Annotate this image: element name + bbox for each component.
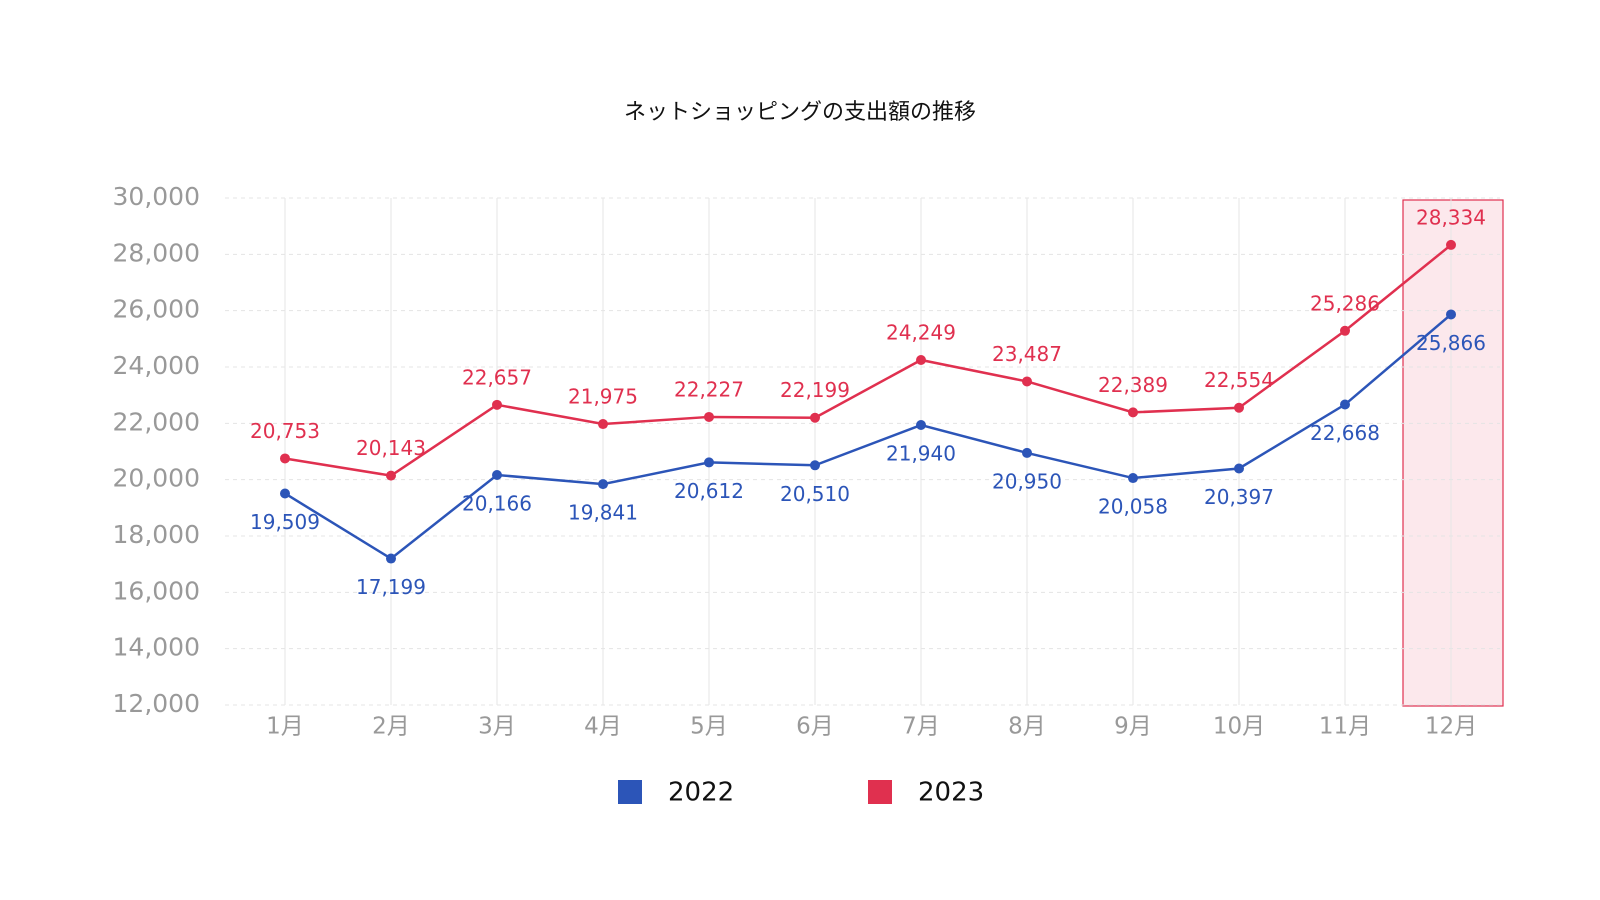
data-label: 23,487 <box>992 342 1062 366</box>
data-point <box>1128 407 1138 418</box>
y-tick-label: 22,000 <box>113 407 200 436</box>
data-point <box>916 420 926 431</box>
data-label: 25,286 <box>1310 291 1380 315</box>
x-tick-label: 6月 <box>796 714 834 740</box>
data-label: 19,841 <box>568 501 638 525</box>
data-label: 24,249 <box>886 320 956 344</box>
data-label: 20,166 <box>462 491 532 515</box>
x-tick-label: 7月 <box>902 714 940 740</box>
data-label: 22,668 <box>1310 421 1380 445</box>
legend-swatch <box>618 780 642 804</box>
x-tick-label: 9月 <box>1114 714 1152 740</box>
x-tick-label: 4月 <box>584 714 622 740</box>
data-point <box>598 479 608 490</box>
x-tick-label: 10月 <box>1213 714 1265 740</box>
data-point <box>1022 376 1032 387</box>
y-tick-label: 20,000 <box>113 464 200 493</box>
data-point <box>704 457 714 468</box>
highlight-box <box>1402 199 1504 707</box>
data-label: 20,753 <box>250 419 320 443</box>
data-label: 17,199 <box>356 575 426 599</box>
y-tick-label: 18,000 <box>113 520 200 549</box>
data-label: 21,975 <box>568 385 638 409</box>
x-tick-label: 12月 <box>1425 714 1477 740</box>
x-tick-label: 1月 <box>266 714 304 740</box>
data-label: 20,950 <box>992 469 1062 493</box>
data-point <box>810 412 820 423</box>
y-tick-label: 28,000 <box>113 238 200 267</box>
data-label: 22,199 <box>780 378 850 402</box>
legend-label: 2023 <box>918 778 984 808</box>
data-point <box>280 488 290 499</box>
x-tick-label: 11月 <box>1319 714 1371 740</box>
data-label: 22,389 <box>1098 373 1168 397</box>
data-point <box>386 470 396 481</box>
data-point <box>280 453 290 464</box>
data-label: 20,612 <box>674 479 744 503</box>
series-line <box>284 243 1452 477</box>
data-label: 25,866 <box>1416 331 1486 355</box>
data-point <box>492 399 502 410</box>
y-tick-label: 30,000 <box>113 182 200 211</box>
series-line <box>284 313 1452 561</box>
x-tick-label: 2月 <box>372 714 410 740</box>
y-tick-label: 26,000 <box>113 295 200 324</box>
data-point <box>916 354 926 365</box>
y-tick-label: 24,000 <box>113 351 200 380</box>
data-point <box>1446 309 1456 320</box>
y-tick-label: 14,000 <box>113 633 200 662</box>
data-point <box>704 411 714 422</box>
data-point <box>1234 402 1244 413</box>
data-point <box>1022 447 1032 458</box>
x-tick-label: 3月 <box>478 714 516 740</box>
y-tick-label: 12,000 <box>113 689 200 718</box>
data-label: 22,227 <box>674 377 744 401</box>
data-point <box>492 469 502 480</box>
data-label: 22,554 <box>1204 368 1274 392</box>
data-point <box>386 553 396 564</box>
data-point <box>1128 473 1138 484</box>
data-point <box>1446 239 1456 250</box>
x-tick-label: 5月 <box>690 714 728 740</box>
chart-title: ネットショッピングの支出額の推移 <box>624 100 976 125</box>
data-point <box>810 460 820 471</box>
legend-label: 2022 <box>668 778 734 808</box>
data-point <box>1234 463 1244 474</box>
data-label: 19,509 <box>250 510 320 534</box>
data-point <box>1340 325 1350 336</box>
data-label: 20,510 <box>780 482 850 506</box>
data-label: 22,657 <box>462 365 532 389</box>
y-tick-label: 16,000 <box>113 576 200 605</box>
data-label: 20,058 <box>1098 495 1168 519</box>
data-label: 21,940 <box>886 442 956 466</box>
legend-swatch <box>868 780 892 804</box>
x-tick-label: 8月 <box>1008 714 1046 740</box>
data-label: 20,143 <box>356 436 426 460</box>
data-point <box>598 419 608 430</box>
data-label: 20,397 <box>1204 485 1274 509</box>
data-label: 28,334 <box>1416 205 1486 229</box>
data-point <box>1340 399 1350 410</box>
